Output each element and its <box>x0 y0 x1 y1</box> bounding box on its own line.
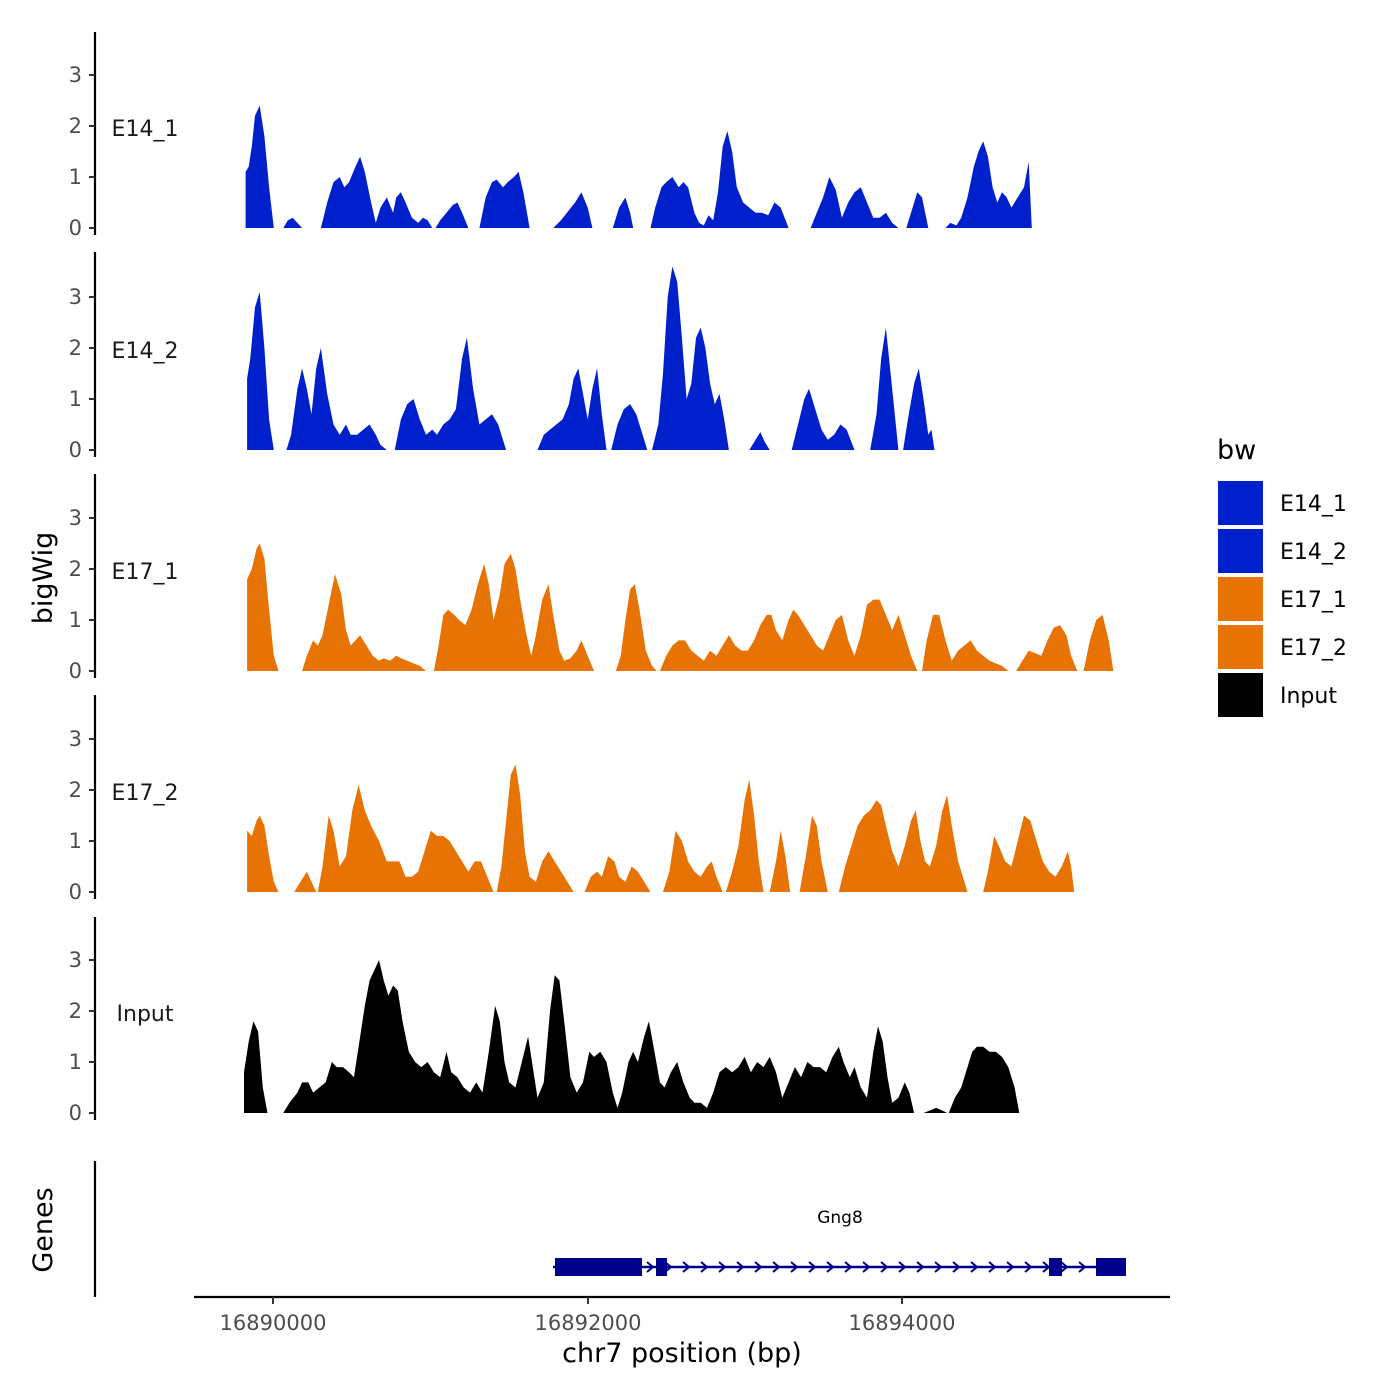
track-E17_2: 0 1 2 3 E17_2 <box>69 695 1075 904</box>
coverage-area-E14_1 <box>245 105 1032 228</box>
y-tick-label: 3 <box>69 727 82 751</box>
y-tick-label: 0 <box>69 1101 82 1125</box>
gene-exon <box>1096 1258 1126 1276</box>
strand-arrow <box>1006 1261 1015 1273</box>
strand-arrow <box>718 1261 727 1273</box>
strand-arrow <box>682 1261 691 1273</box>
strand-arrow <box>808 1261 817 1273</box>
y-axis-title: bigWig <box>28 532 59 625</box>
y-tick-label: 1 <box>69 608 82 632</box>
x-axis-title: chr7 position (bp) <box>562 1338 802 1369</box>
strand-arrow <box>916 1261 925 1273</box>
gene-panel: Gng8 <box>93 1161 1126 1297</box>
track-label-E17_2: E17_2 <box>112 781 179 806</box>
y-tick-label: 0 <box>69 880 82 904</box>
strand-arrow <box>754 1261 763 1273</box>
y-tick-label: 3 <box>69 506 82 530</box>
y-tick-label: 2 <box>69 114 82 138</box>
strand-arrow <box>1024 1261 1033 1273</box>
legend-swatch-Input <box>1218 673 1263 717</box>
y-tick-label: 3 <box>69 948 82 972</box>
strand-arrow <box>898 1261 907 1273</box>
legend-swatch-E17_1 <box>1218 577 1263 621</box>
gene-exon <box>555 1258 642 1276</box>
legend-label-E17_2: E17_2 <box>1280 636 1347 661</box>
y-tick-label: 0 <box>69 438 82 462</box>
y-tick-label: 0 <box>69 216 82 240</box>
gene-exon <box>1049 1258 1062 1276</box>
y-tick-label: 1 <box>69 829 82 853</box>
strand-arrow <box>1078 1261 1087 1273</box>
x-tick-label: 16892000 <box>535 1311 642 1335</box>
strand-arrow <box>844 1261 853 1273</box>
track-label-E14_2: E14_2 <box>112 339 179 364</box>
strand-arrow <box>736 1261 745 1273</box>
legend-title: bw <box>1217 435 1256 466</box>
legend-swatch-E17_2 <box>1218 625 1263 669</box>
y-tick-label: 2 <box>69 778 82 802</box>
track-E17_1: 0 1 2 3 E17_1 <box>69 474 1114 683</box>
x-tick-label: 16890000 <box>220 1311 327 1335</box>
legend-label-Input: Input <box>1280 684 1337 709</box>
y-tick-label: 3 <box>69 285 82 309</box>
y-tick-label: 2 <box>69 557 82 581</box>
legend: bw E14_1 E14_2 E17_1 E17_2 Input <box>1217 435 1347 717</box>
gene-name-label: Gng8 <box>817 1208 863 1228</box>
y-tick-label: 3 <box>69 63 82 87</box>
strand-arrow <box>772 1261 781 1273</box>
track-E14_2: 0 1 2 3 E14_2 <box>69 252 935 462</box>
y-tick-label: 1 <box>69 1050 82 1074</box>
track-Input: 0 1 2 3 Input <box>69 917 1020 1125</box>
strand-arrow <box>934 1261 943 1273</box>
strand-arrow <box>952 1261 961 1273</box>
x-axis: 16890000 16892000 16894000 <box>194 1295 1170 1335</box>
strand-arrow <box>862 1261 871 1273</box>
y-tick-label: 1 <box>69 387 82 411</box>
strand-arrow <box>790 1261 799 1273</box>
strand-arrow <box>826 1261 835 1273</box>
track-E14_1: 0 1 2 3 E14_1 <box>69 32 1032 240</box>
track-label-E14_1: E14_1 <box>112 117 179 142</box>
y-tick-label: 2 <box>69 336 82 360</box>
strand-arrow <box>880 1261 889 1273</box>
strand-arrow <box>1060 1261 1069 1273</box>
x-tick-label: 16894000 <box>849 1311 956 1335</box>
track-label-Input: Input <box>117 1002 174 1027</box>
gene-model: Gng8 <box>553 1208 1126 1276</box>
y-tick-label: 2 <box>69 999 82 1023</box>
track-panels: 0 1 2 3 E14_1 0 1 2 3 E14_2 0 1 2 3 E17_1 0 1 2 3 E17_2 0 1 2 3… <box>69 32 1114 1125</box>
legend-swatch-E14_1 <box>1218 481 1263 525</box>
y-tick-label: 1 <box>69 165 82 189</box>
coverage-area-E17_1 <box>247 543 1114 671</box>
gene-exon <box>656 1258 667 1276</box>
legend-label-E17_1: E17_1 <box>1280 588 1347 613</box>
legend-label-E14_1: E14_1 <box>1280 492 1347 517</box>
coverage-area-E17_2 <box>247 764 1075 892</box>
strand-arrow <box>970 1261 979 1273</box>
coverage-area-E14_2 <box>247 266 935 450</box>
track-label-E17_1: E17_1 <box>112 560 179 585</box>
coverage-area-Input <box>244 960 1020 1113</box>
legend-swatch-E14_2 <box>1218 529 1263 573</box>
y-tick-label: 0 <box>69 659 82 683</box>
strand-arrow <box>646 1261 655 1273</box>
genes-axis-title: Genes <box>28 1187 59 1272</box>
strand-arrow <box>700 1261 709 1273</box>
legend-label-E14_2: E14_2 <box>1280 540 1347 565</box>
strand-arrow <box>988 1261 997 1273</box>
